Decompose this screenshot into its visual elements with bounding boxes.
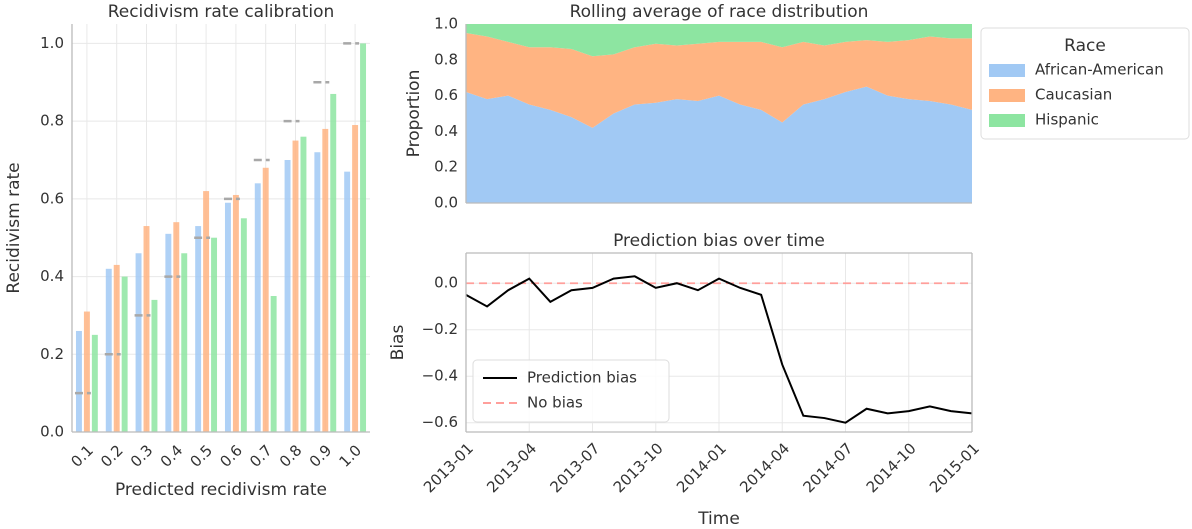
legend-box — [980, 27, 1190, 140]
bar — [195, 226, 202, 432]
legend-label: Hispanic — [1035, 111, 1099, 129]
y-tick-label: 1.0 — [40, 34, 64, 52]
y-tick-label: 0.0 — [434, 194, 458, 212]
legend-label: Prediction bias — [527, 369, 637, 387]
x-tick-label: 2013-04 — [483, 439, 540, 496]
x-tick-label: 0.3 — [127, 441, 157, 471]
y-tick-label: 0.6 — [434, 86, 458, 104]
bar — [322, 128, 329, 432]
legend-swatch — [989, 114, 1025, 127]
x-tick-label: 0.4 — [157, 441, 187, 471]
bar — [91, 334, 98, 432]
bar — [173, 222, 180, 432]
y-tick-label: −0.6 — [422, 413, 458, 431]
y-tick-label: 0.4 — [434, 122, 458, 140]
legend-label: No bias — [527, 394, 583, 412]
bar — [83, 311, 90, 432]
bar — [203, 191, 210, 432]
bar — [314, 152, 321, 432]
y-axis-label: Bias — [388, 325, 408, 361]
x-tick-label: 2014-01 — [673, 439, 730, 496]
x-tick-label: 0.9 — [306, 441, 336, 471]
x-tick-label: 2013-01 — [420, 439, 477, 496]
bar — [360, 43, 367, 433]
bar — [292, 140, 299, 433]
y-axis-label: Proportion — [404, 70, 424, 158]
bar — [211, 237, 218, 432]
bar — [224, 202, 231, 432]
area — [466, 32, 972, 128]
legend-label: Caucasian — [1035, 86, 1112, 104]
x-tick-label: 1.0 — [336, 441, 366, 471]
y-tick-label: −0.4 — [422, 367, 458, 385]
bar — [254, 183, 261, 432]
x-tick-label: 2013-10 — [610, 439, 667, 496]
bar — [151, 299, 158, 432]
bar — [165, 233, 172, 432]
bar — [232, 194, 239, 432]
area — [466, 24, 972, 57]
subplot-title: Prediction bias over time — [613, 231, 825, 251]
bar — [135, 253, 142, 432]
x-axis-label: Predicted recidivism rate — [115, 480, 327, 500]
x-tick-label: 2014-10 — [863, 439, 920, 496]
bar — [270, 296, 277, 432]
bar — [75, 330, 82, 432]
bar — [330, 93, 337, 432]
y-tick-label: 0.4 — [40, 267, 64, 285]
bar — [300, 136, 307, 432]
line — [465, 275, 973, 424]
y-tick-label: 0.8 — [434, 50, 458, 68]
x-tick-label: 2014-07 — [799, 439, 856, 496]
legend-swatch — [989, 64, 1025, 77]
bar — [105, 268, 112, 432]
x-axis-label: Time — [697, 509, 740, 529]
subplot: 0.0 0.2 0.4 0.6 0.8 1.0 — [434, 15, 458, 212]
x-tick-label: 0.8 — [276, 441, 306, 471]
bar — [352, 125, 359, 433]
x-tick-label: 0.2 — [97, 441, 127, 471]
y-tick-label: 0.0 — [40, 423, 64, 441]
x-tick-label: 2014-04 — [736, 439, 793, 496]
bar — [240, 218, 247, 432]
plot-area — [465, 275, 973, 424]
plot-area — [466, 24, 972, 203]
plot-area — [74, 42, 367, 433]
subplot-title: Recidivism rate calibration — [108, 2, 335, 22]
bar — [284, 160, 291, 432]
y-tick-label: −0.2 — [422, 320, 458, 338]
x-tick-label: 0.5 — [187, 441, 217, 471]
x-tick-label: 2013-07 — [546, 439, 603, 496]
y-axis-label: Recidivism rate — [4, 162, 24, 293]
y-tick-label: 0.0 — [434, 274, 458, 292]
x-tick-label: 0.7 — [246, 441, 276, 471]
bar — [113, 264, 120, 432]
x-tick-label: 0.6 — [216, 441, 246, 471]
y-tick-label: 0.6 — [40, 189, 64, 207]
x-tick-label: 2015-01 — [926, 439, 983, 496]
legend-title: Race — [1064, 36, 1106, 56]
area — [466, 86, 972, 203]
bar — [143, 226, 150, 432]
x-tick-label: 0.1 — [67, 441, 97, 471]
bar — [262, 167, 269, 432]
subplot-title: Rolling average of race distribution — [570, 2, 869, 22]
legend-label: African-American — [1035, 61, 1164, 79]
y-tick-label: 0.2 — [40, 345, 64, 363]
bar — [344, 171, 351, 432]
legend-box — [472, 359, 670, 423]
y-tick-label: 0.8 — [40, 112, 64, 130]
y-tick-label: 0.2 — [434, 158, 458, 176]
y-tick-label: 1.0 — [434, 15, 458, 33]
bar — [121, 276, 128, 432]
bar — [181, 253, 188, 432]
legend-swatch — [989, 89, 1025, 102]
